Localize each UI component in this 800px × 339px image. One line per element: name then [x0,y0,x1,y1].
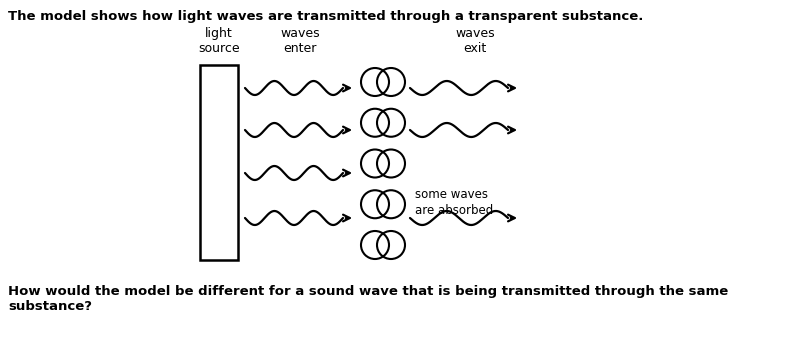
Text: waves
exit: waves exit [455,27,495,55]
Bar [200,65,238,260]
Text: light
source: light source [198,27,240,55]
Text: some waves
are absorbed: some waves are absorbed [415,188,494,217]
Text: The model shows how light waves are transmitted through a transparent substance.: The model shows how light waves are tran… [8,10,643,23]
Text: How would the model be different for a sound wave that is being transmitted thro: How would the model be different for a s… [8,285,728,313]
Text: waves
enter: waves enter [280,27,320,55]
